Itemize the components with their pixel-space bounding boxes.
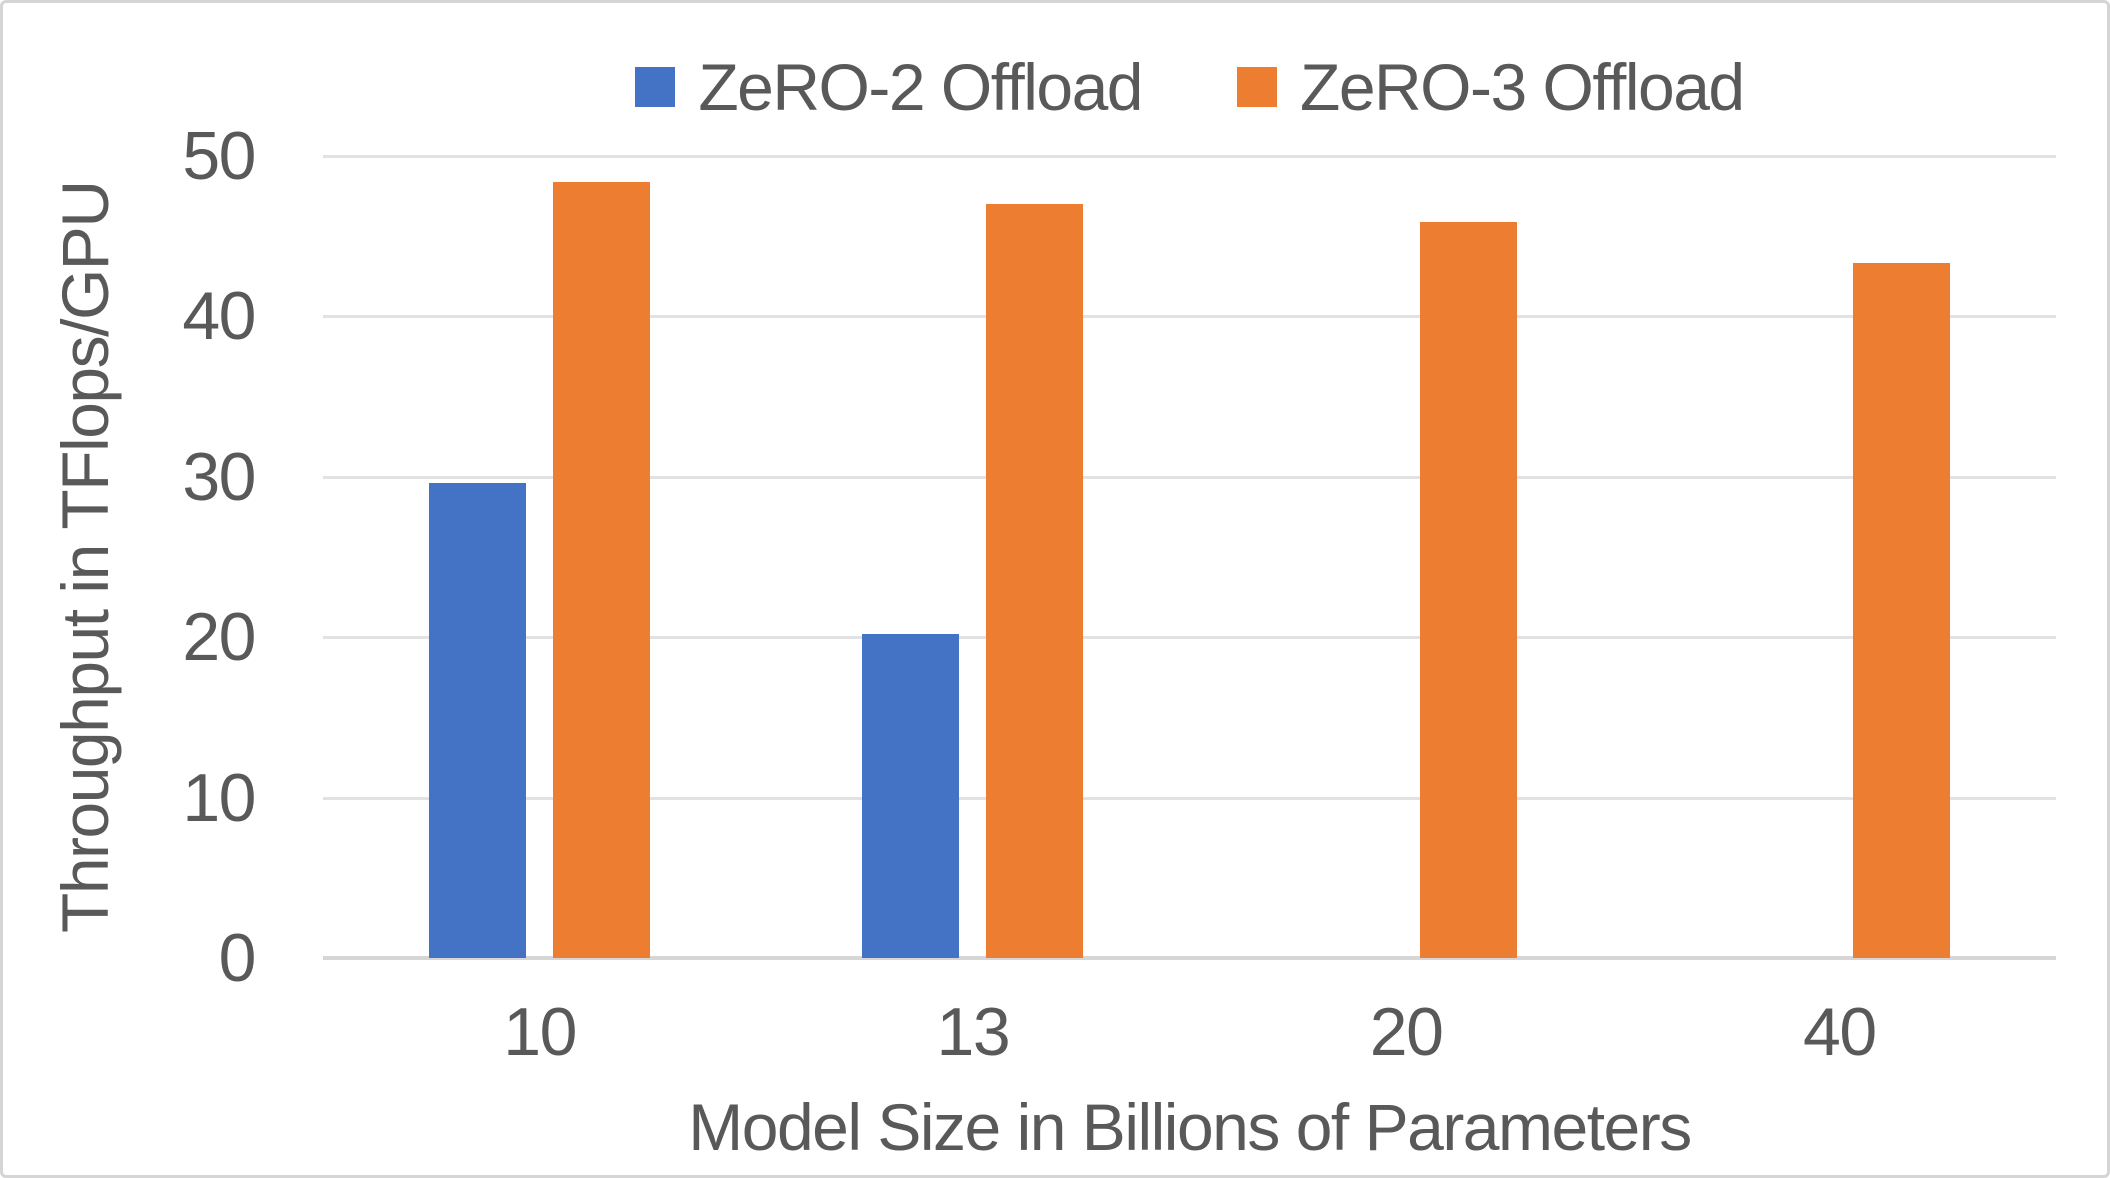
bar-zero-3-offload-10b bbox=[553, 181, 651, 958]
x-tick-label-40: 40 bbox=[1803, 994, 1877, 1070]
y-tick-label-10: 10 bbox=[182, 759, 256, 836]
gridline-20 bbox=[323, 636, 2056, 640]
bar-zero-3-offload-40b bbox=[1852, 263, 1950, 958]
x-axis-title: Model Size in Billions of Parameters bbox=[688, 1090, 1692, 1164]
legend: ZeRO-2 Offload ZeRO-3 Offload bbox=[323, 51, 2056, 123]
legend-item-zero-3-offload: ZeRO-3 Offload bbox=[1237, 50, 1745, 124]
x-tick-label-10: 10 bbox=[503, 994, 577, 1070]
y-tick-label-50: 50 bbox=[182, 118, 256, 194]
bar-zero-3-offload-13b bbox=[986, 204, 1084, 958]
y-tick-label-20: 20 bbox=[182, 599, 256, 676]
bar-zero-3-offload-20b bbox=[1419, 221, 1517, 958]
bar-zero-2-offload-10b bbox=[429, 483, 527, 958]
y-tick-label-40: 40 bbox=[182, 278, 256, 355]
gridline-30 bbox=[323, 475, 2056, 479]
legend-item-zero-2-offload: ZeRO-2 Offload bbox=[635, 50, 1143, 124]
y-tick-label-0: 0 bbox=[218, 920, 257, 996]
y-tick-label-30: 30 bbox=[182, 438, 256, 515]
legend-swatch-zero-3-offload bbox=[1237, 67, 1277, 107]
gridline-40 bbox=[323, 315, 2056, 319]
legend-label-zero-3-offload: ZeRO-3 Offload bbox=[1300, 50, 1745, 124]
legend-label-zero-2-offload: ZeRO-2 Offload bbox=[698, 50, 1143, 124]
gridline-10 bbox=[323, 796, 2056, 800]
plot-area bbox=[323, 155, 2056, 960]
bar-zero-2-offload-13b bbox=[862, 633, 960, 958]
gridline-50 bbox=[323, 155, 2056, 158]
x-axis-line bbox=[323, 956, 2056, 960]
x-tick-label-13: 13 bbox=[936, 994, 1011, 1070]
legend-swatch-zero-2-offload bbox=[635, 67, 676, 107]
x-tick-label-20: 20 bbox=[1369, 994, 1444, 1070]
